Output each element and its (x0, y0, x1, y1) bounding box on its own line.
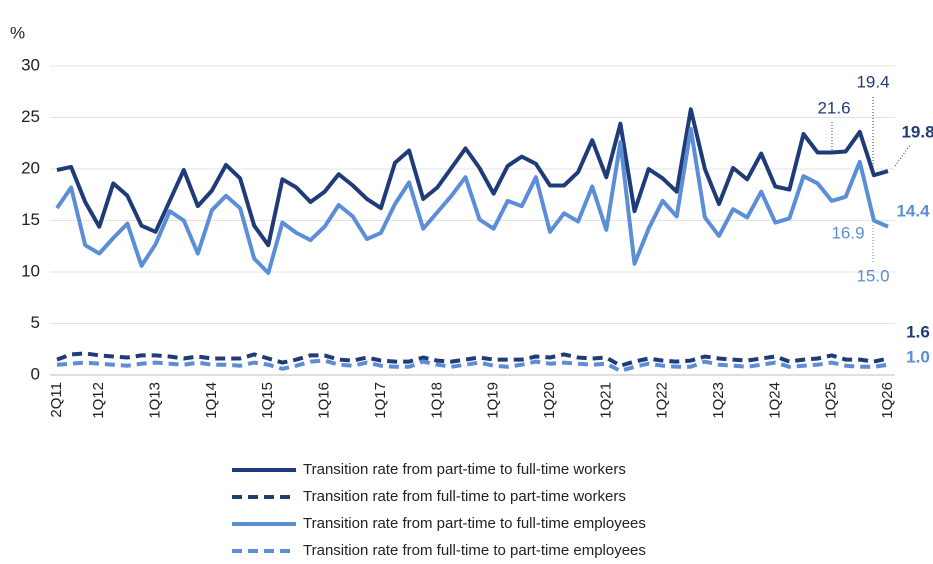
series-line (55, 126, 889, 275)
x-tick-label: 1Q17 (372, 382, 389, 419)
y-axis-label: % (10, 23, 25, 42)
x-tick-label: 1Q13 (147, 382, 164, 419)
legend-label: Transition rate from full-time to part-t… (303, 488, 626, 505)
y-tick-label: 5 (31, 313, 40, 332)
x-tick-label: 1Q26 (879, 382, 896, 419)
x-tick-label: 1Q22 (654, 382, 671, 419)
x-tick-label: 1Q25 (823, 382, 840, 419)
x-tick-label: 1Q24 (766, 382, 783, 419)
y-tick-label: 20 (21, 158, 40, 177)
x-tick-label: 1Q14 (203, 382, 220, 419)
legend-label: Transition rate from full-time to part-t… (303, 542, 646, 559)
x-tick-label: 1Q19 (485, 382, 502, 419)
y-tick-label: 25 (21, 107, 40, 126)
x-tick-label: 1Q23 (710, 382, 727, 419)
data-label: 16.9 (831, 223, 864, 242)
x-tick-label: 1Q15 (259, 382, 276, 419)
x-tick-label: 1Q16 (316, 382, 333, 419)
data-label: 1.6 (906, 322, 930, 341)
data-label: 15.0 (856, 266, 889, 285)
legend-label: Transition rate from part-time to full-t… (303, 515, 646, 532)
y-tick-label: 10 (21, 261, 40, 280)
x-tick-label: 1Q20 (541, 382, 558, 419)
data-label: 1.0 (906, 347, 930, 366)
series-line (56, 107, 889, 248)
legend-label: Transition rate from part-time to full-t… (303, 461, 626, 478)
x-tick-label: 1Q21 (597, 382, 614, 419)
x-tick-label: 1Q12 (90, 382, 107, 419)
data-label: 19.4 (856, 72, 889, 91)
series-line (56, 351, 889, 368)
series-line (56, 358, 889, 373)
leader-line (894, 144, 911, 167)
data-label: 19.8 (901, 122, 933, 141)
x-tick-label: 1Q18 (428, 382, 445, 419)
x-tick-label: 2Q11 (48, 382, 65, 418)
data-label: 14.4 (896, 201, 930, 220)
data-label: 21.6 (817, 98, 850, 117)
y-tick-label: 15 (21, 210, 40, 229)
y-tick-label: 0 (31, 364, 40, 383)
y-tick-label: 30 (21, 55, 40, 74)
